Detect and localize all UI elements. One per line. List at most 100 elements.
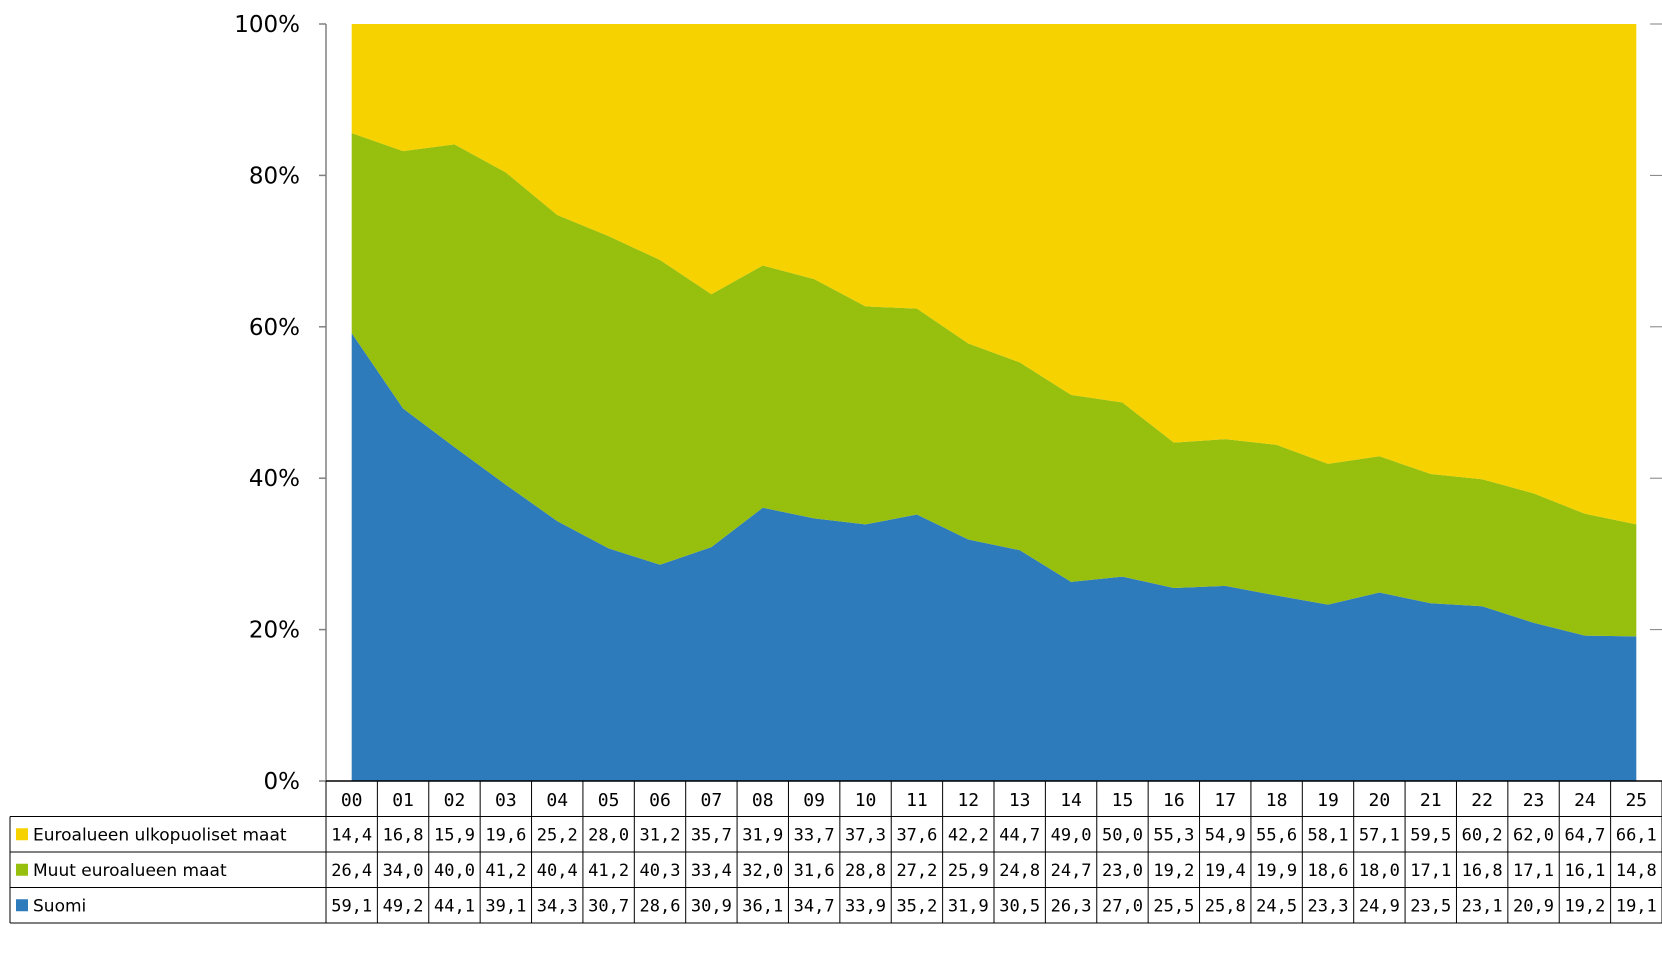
x-tick-label: 15 bbox=[1112, 790, 1134, 811]
data-label: 30,5 bbox=[999, 896, 1040, 916]
data-label: 60,2 bbox=[1462, 825, 1503, 845]
data-label: 32,0 bbox=[742, 861, 783, 881]
data-label: 27,0 bbox=[1102, 896, 1143, 916]
data-label: 25,9 bbox=[948, 861, 989, 881]
data-label: 44,1 bbox=[434, 896, 475, 916]
data-label: 57,1 bbox=[1359, 825, 1400, 845]
x-tick-label: 25 bbox=[1625, 790, 1647, 811]
x-tick-label: 03 bbox=[495, 790, 517, 811]
data-label: 37,6 bbox=[896, 825, 937, 845]
y-tick-label: 60% bbox=[249, 315, 300, 341]
data-label: 42,2 bbox=[948, 825, 989, 845]
data-label: 59,5 bbox=[1410, 825, 1451, 845]
data-label: 15,9 bbox=[434, 825, 475, 845]
data-label: 28,6 bbox=[640, 896, 681, 916]
data-label: 26,4 bbox=[331, 861, 372, 881]
x-tick-label: 06 bbox=[649, 790, 671, 811]
x-tick-label: 13 bbox=[1009, 790, 1031, 811]
x-tick-label: 08 bbox=[752, 790, 774, 811]
data-label: 16,8 bbox=[383, 825, 424, 845]
data-label: 19,2 bbox=[1153, 861, 1194, 881]
x-tick-label: 24 bbox=[1574, 790, 1596, 811]
data-label: 24,7 bbox=[1051, 861, 1092, 881]
data-label: 55,3 bbox=[1153, 825, 1194, 845]
data-label: 33,4 bbox=[691, 861, 732, 881]
x-tick-label: 12 bbox=[957, 790, 979, 811]
data-label: 23,1 bbox=[1462, 896, 1503, 916]
data-label: 31,9 bbox=[742, 825, 783, 845]
area-euroalueen-ulkopuoliset-maat bbox=[351, 24, 1637, 525]
data-label: 34,7 bbox=[794, 896, 835, 916]
data-label: 24,5 bbox=[1256, 896, 1297, 916]
x-tick-label: 05 bbox=[598, 790, 620, 811]
data-label: 30,7 bbox=[588, 896, 629, 916]
data-label: 41,2 bbox=[485, 861, 526, 881]
x-tick-label: 20 bbox=[1369, 790, 1391, 811]
data-label: 41,2 bbox=[588, 861, 629, 881]
data-label: 19,2 bbox=[1564, 896, 1605, 916]
x-tick-label: 00 bbox=[341, 790, 363, 811]
data-label: 17,1 bbox=[1410, 861, 1451, 881]
data-label: 62,0 bbox=[1513, 825, 1554, 845]
data-label: 20,9 bbox=[1513, 896, 1554, 916]
data-label: 64,7 bbox=[1564, 825, 1605, 845]
data-label: 19,9 bbox=[1256, 861, 1297, 881]
data-label: 50,0 bbox=[1102, 825, 1143, 845]
axes-layer: 0% 20% 40% 60% 80% 100% bbox=[234, 12, 1662, 795]
data-label: 40,3 bbox=[640, 861, 681, 881]
data-label: 39,1 bbox=[485, 896, 526, 916]
data-label: 40,0 bbox=[434, 861, 475, 881]
legend-key bbox=[16, 863, 28, 876]
legend-key bbox=[16, 828, 28, 841]
x-tick-label: 18 bbox=[1266, 790, 1288, 811]
data-label: 24,9 bbox=[1359, 896, 1400, 916]
data-label: 66,1 bbox=[1616, 825, 1657, 845]
data-label: 16,1 bbox=[1564, 861, 1605, 881]
data-label: 55,6 bbox=[1256, 825, 1297, 845]
data-label: 25,2 bbox=[537, 825, 578, 845]
data-label: 49,0 bbox=[1051, 825, 1092, 845]
x-tick-label: 17 bbox=[1214, 790, 1236, 811]
x-tick-label: 21 bbox=[1420, 790, 1442, 811]
data-table: 00 01 02 03 04 05 06 07 08 09 10 11 12 13 14 15 16 17 18 19… bbox=[9, 780, 1662, 924]
area-series-layer bbox=[351, 24, 1637, 781]
data-label: 26,3 bbox=[1051, 896, 1092, 916]
data-label: 23,5 bbox=[1410, 896, 1451, 916]
data-label: 25,5 bbox=[1153, 896, 1194, 916]
data-label: 58,1 bbox=[1308, 825, 1349, 845]
data-label: 28,0 bbox=[588, 825, 629, 845]
data-label: 28,8 bbox=[845, 861, 886, 881]
data-label: 34,3 bbox=[537, 896, 578, 916]
data-label: 23,3 bbox=[1308, 896, 1349, 916]
data-label: 33,9 bbox=[845, 896, 886, 916]
y-tick-label: 80% bbox=[249, 163, 300, 189]
x-tick-label: 09 bbox=[803, 790, 825, 811]
area-suomi bbox=[351, 333, 1637, 781]
data-label: 18,0 bbox=[1359, 861, 1400, 881]
x-tick-label: 14 bbox=[1060, 790, 1082, 811]
x-tick-label: 11 bbox=[906, 790, 928, 811]
data-label: 14,8 bbox=[1616, 861, 1657, 881]
legend-label: Suomi bbox=[33, 896, 86, 916]
data-label: 35,2 bbox=[896, 896, 937, 916]
data-label: 19,4 bbox=[1205, 861, 1246, 881]
data-label: 40,4 bbox=[537, 861, 578, 881]
area-muut-euroalueen-maat bbox=[351, 133, 1637, 637]
legend-label: Euroalueen ulkopuoliset maat bbox=[33, 825, 287, 845]
legend-key bbox=[16, 899, 28, 912]
data-label: 30,9 bbox=[691, 896, 732, 916]
data-label: 33,7 bbox=[794, 825, 835, 845]
data-label: 59,1 bbox=[331, 896, 372, 916]
data-label: 54,9 bbox=[1205, 825, 1246, 845]
data-label: 31,6 bbox=[794, 861, 835, 881]
data-label: 49,2 bbox=[383, 896, 424, 916]
data-label: 31,2 bbox=[640, 825, 681, 845]
x-tick-label: 01 bbox=[392, 790, 414, 811]
y-tick-label: 40% bbox=[249, 466, 300, 492]
data-label: 35,7 bbox=[691, 825, 732, 845]
data-label: 44,7 bbox=[999, 825, 1040, 845]
x-tick-label: 04 bbox=[546, 790, 568, 811]
x-tick-label: 07 bbox=[701, 790, 723, 811]
legend-label: Muut euroalueen maat bbox=[33, 861, 227, 881]
